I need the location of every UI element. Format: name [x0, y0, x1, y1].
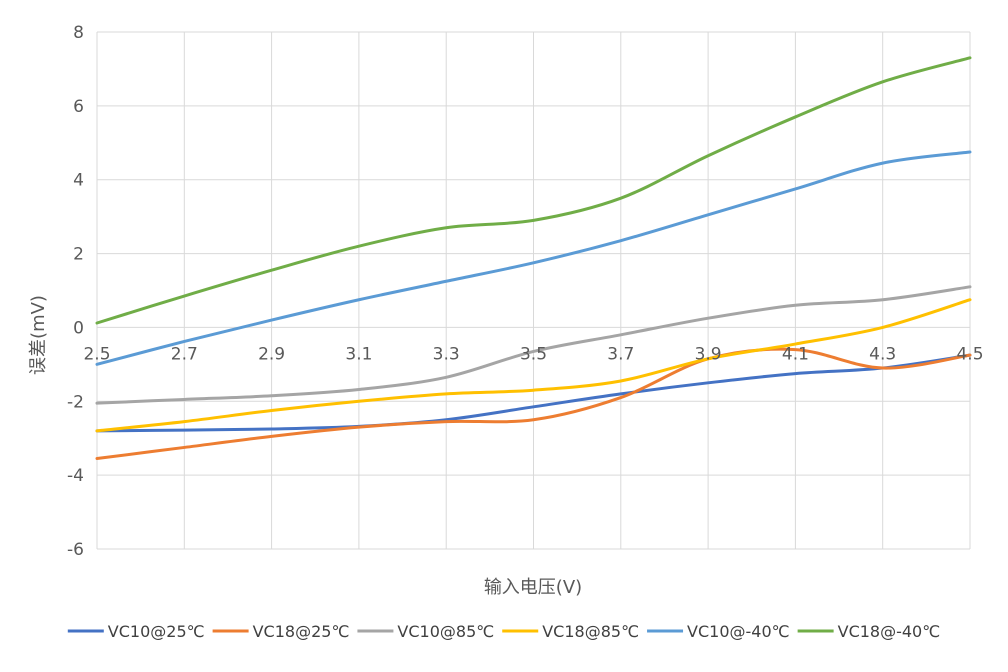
x-tick-label: 2.7	[171, 344, 198, 364]
series-line-0	[95, 353, 972, 433]
x-tick-label: 4.3	[869, 344, 896, 364]
y-tick-label: 6	[73, 97, 84, 117]
legend-label: VC18@25℃	[253, 622, 350, 641]
series-line-5	[95, 56, 972, 325]
legend-label: VC10@85℃	[397, 622, 494, 641]
gridlines	[96, 31, 971, 550]
legend-label: VC18@85℃	[542, 622, 639, 641]
y-axis-title: 误差(mV)	[28, 295, 49, 375]
x-tick-labels: 2.5 2.7 2.9 3.1 3.3 3.5 3.7 3.9 4.1 4.3 4.5	[83, 344, 983, 364]
series-line-2	[95, 285, 972, 405]
series-line-4	[95, 150, 972, 366]
series-line-3	[95, 298, 972, 433]
series-lines	[95, 56, 972, 461]
y-tick-label: -4	[67, 466, 84, 486]
legend-label: VC18@-40℃	[838, 622, 941, 641]
x-tick-label: 3.1	[345, 344, 372, 364]
y-tick-label: 4	[73, 171, 84, 191]
x-tick-label: 3.5	[520, 344, 547, 364]
x-tick-label: 3.3	[433, 344, 460, 364]
series-line-1	[95, 347, 972, 461]
y-tick-label: 0	[73, 318, 84, 338]
y-tick-labels: -6 -4 -2 0 2 4 6 8	[67, 23, 84, 560]
x-axis-title: 输入电压(V)	[484, 577, 582, 598]
x-tick-label: 4.1	[782, 344, 809, 364]
legend-label: VC10@25℃	[108, 622, 205, 641]
y-tick-label: 2	[73, 245, 84, 265]
y-tick-label: 8	[73, 23, 84, 43]
y-tick-label: -2	[67, 392, 84, 412]
legend-label: VC10@-40℃	[687, 622, 790, 641]
y-tick-label: -6	[67, 540, 84, 560]
x-tick-label: 2.5	[83, 344, 110, 364]
legend: VC10@25℃ VC18@25℃ VC10@85℃ VC18@85℃ VC10@-40…	[67, 622, 941, 641]
x-tick-label: 2.9	[258, 344, 285, 364]
x-tick-label: 3.7	[607, 344, 634, 364]
x-tick-label: 3.9	[695, 344, 722, 364]
x-tick-label: 4.5	[956, 344, 983, 364]
